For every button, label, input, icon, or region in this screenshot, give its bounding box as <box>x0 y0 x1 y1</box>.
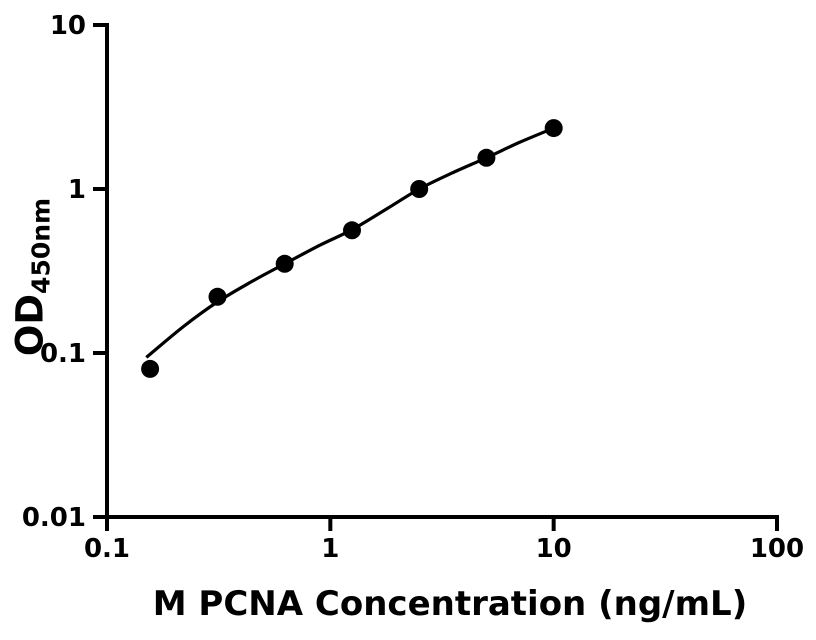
y-tick-label: 0.01 <box>22 503 86 533</box>
data-point <box>477 148 496 167</box>
y-axis-title-subscript: 450nm <box>26 197 56 294</box>
data-point <box>343 221 361 240</box>
y-axis-title: OD450nm <box>8 198 56 357</box>
x-tick-label: 100 <box>750 534 804 564</box>
x-tick-label: 10 <box>536 534 572 564</box>
x-axis-title: M PCNA Concentration (ng/mL) <box>152 584 748 624</box>
x-tick-label: 0.1 <box>84 534 130 564</box>
data-point <box>275 254 294 273</box>
data-point <box>544 119 563 138</box>
x-tick-label: 1 <box>321 534 339 564</box>
y-tick-label: 1 <box>68 175 86 205</box>
y-tick-label: 0.1 <box>40 339 86 369</box>
y-tick-label: 10 <box>50 11 86 41</box>
data-point <box>141 359 160 378</box>
data-point <box>410 180 429 198</box>
data-point <box>208 287 227 306</box>
y-axis-title-main: OD <box>8 293 52 357</box>
